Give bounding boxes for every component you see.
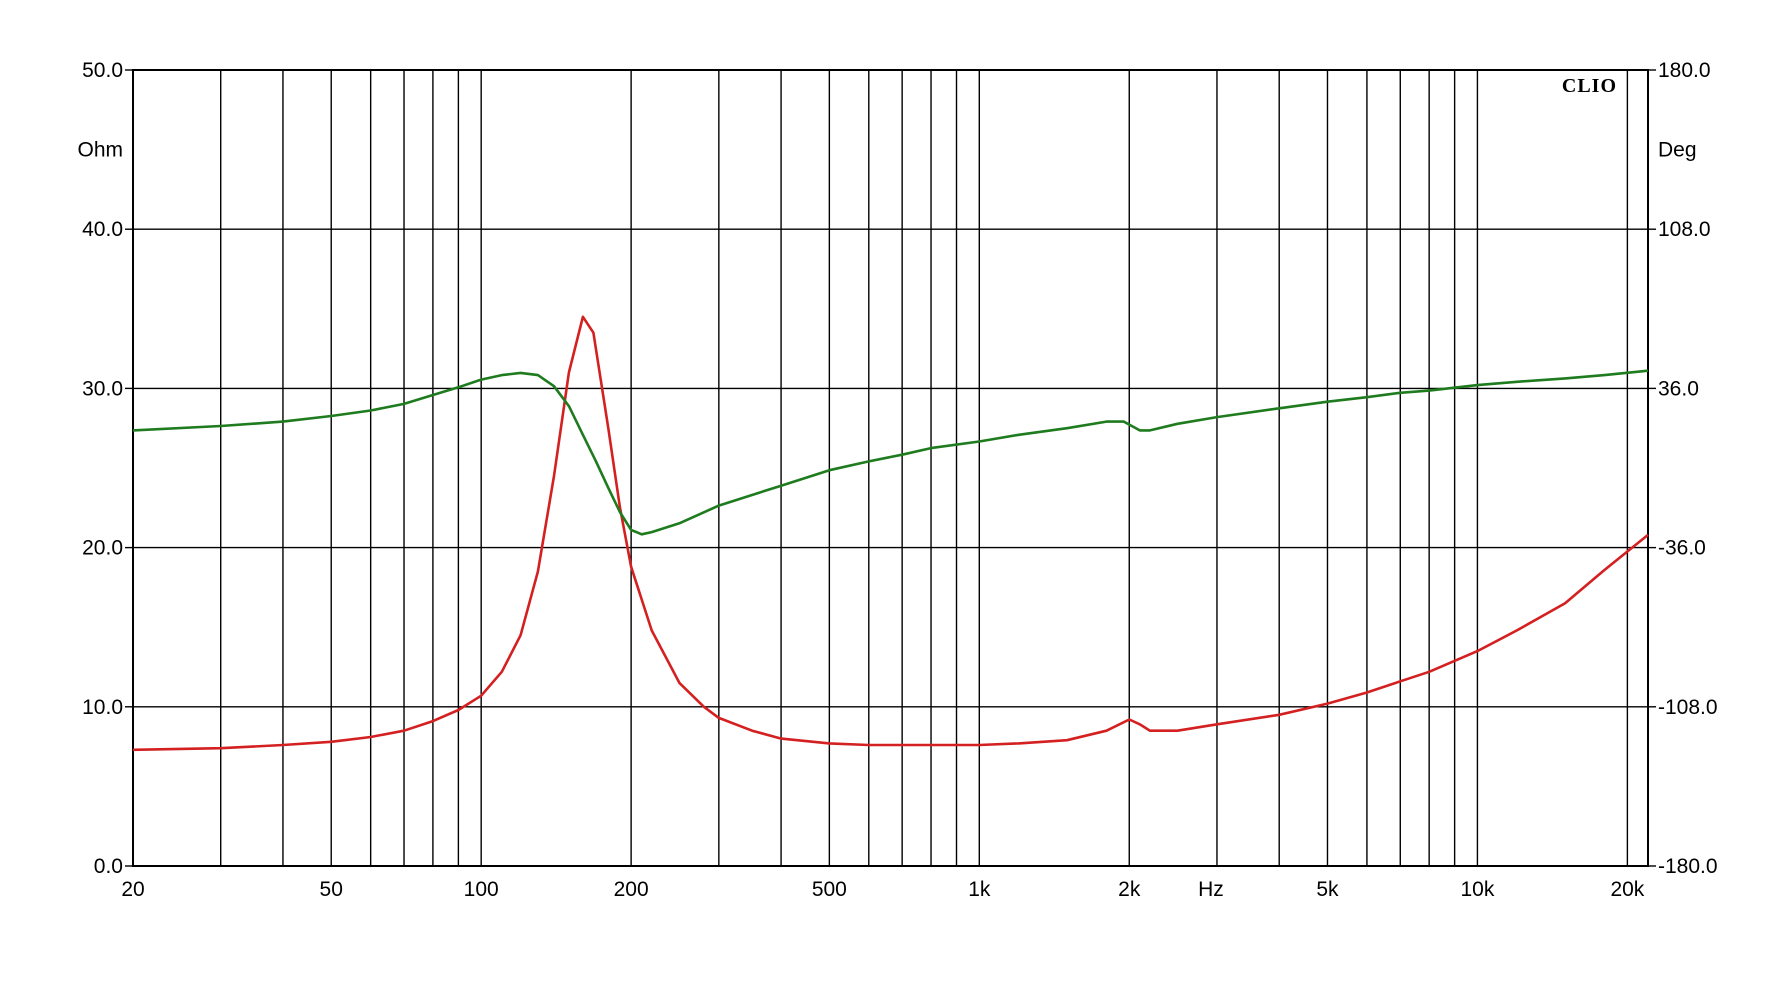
grid	[132, 70, 1648, 866]
x-tick-label: 50	[320, 878, 343, 901]
clio-brand-label: CLIO	[1562, 75, 1617, 97]
x-tick-label: 500	[812, 878, 847, 901]
y-right-tick-label: 36.0	[1658, 377, 1699, 400]
tick-labels: 0.0 10.0 20.0 30.0 40.0 50.0 -180.0 -108.0 -36.0…	[82, 59, 1717, 901]
y-left-tick-label: 0.0	[94, 855, 123, 878]
y-left-tick-label: 10.0	[82, 696, 123, 719]
x-tick-label: 5k	[1316, 878, 1339, 901]
y-left-tick-label: 50.0	[82, 59, 123, 82]
y-left-tick-label: 30.0	[82, 377, 123, 400]
x-tick-label: 10k	[1461, 878, 1495, 901]
y-right-tick-label: 180.0	[1658, 59, 1711, 82]
y-left-tick-label: 20.0	[82, 537, 123, 560]
x-tick-label: 2k	[1118, 878, 1141, 901]
x-tick-label: 20	[121, 878, 144, 901]
x-tick-label: 20k	[1610, 878, 1644, 901]
y-left-tick-label: 40.0	[82, 218, 123, 241]
phase-series-line	[132, 369, 1649, 536]
impedance-series-line	[132, 315, 1649, 752]
y-right-tick-label: -180.0	[1658, 855, 1718, 878]
x-tick-label: 1k	[968, 878, 991, 901]
y-right-tick-label: -108.0	[1658, 696, 1718, 719]
plot-frame	[132, 69, 1649, 867]
y-right-unit-label: Deg	[1658, 139, 1697, 162]
y-right-tick-label: -36.0	[1658, 537, 1706, 560]
x-tick-label: 200	[614, 878, 649, 901]
x-unit-label: Hz	[1198, 878, 1224, 901]
x-tick-label: 100	[464, 878, 499, 901]
y-left-unit-label: Ohm	[77, 139, 123, 162]
series-group	[132, 315, 1649, 752]
y-right-tick-label: 108.0	[1658, 218, 1711, 241]
